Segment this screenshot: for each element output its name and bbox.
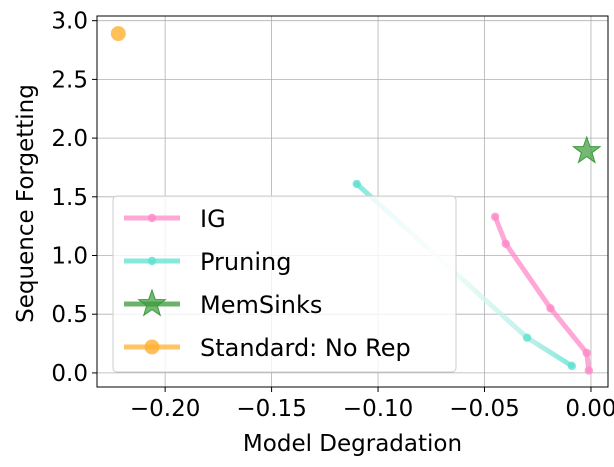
legend-label: IG — [200, 205, 226, 233]
y-tick-label: 0.0 — [51, 361, 88, 387]
legend-label: Standard: No Rep — [200, 334, 411, 362]
legend-item-memsinks: MemSinks — [124, 288, 322, 319]
legend-marker — [144, 339, 160, 355]
x-tick-label: −0.20 — [130, 396, 200, 422]
ig-point — [582, 348, 591, 358]
memsinks-point — [571, 135, 602, 164]
y-tick-label: 1.5 — [51, 185, 88, 211]
ticks: −0.20 −0.15 −0.10 −0.05 0.00 0.0 0.5 1.0 1.5 2.0 2… — [51, 9, 614, 422]
y-tick-label: 2.0 — [51, 126, 88, 152]
pruning-point — [352, 179, 361, 189]
pruning-point — [522, 333, 532, 342]
x-tick-label: 0.00 — [565, 396, 614, 422]
legend-label: MemSinks — [200, 291, 322, 319]
series-standard-no-rep — [110, 26, 126, 42]
legend-item-standard-no-rep: Standard: No Rep — [124, 334, 411, 362]
y-axis-label: Sequence Forgetting — [13, 84, 39, 323]
axes-frame — [96, 15, 609, 388]
series-memsinks — [571, 135, 602, 164]
y-tick-label: 2.5 — [51, 67, 88, 93]
x-tick-label: −0.15 — [236, 396, 306, 422]
legend-marker — [147, 256, 157, 266]
legend-marker — [137, 288, 167, 317]
ig-point — [546, 304, 555, 313]
x-tick-label: −0.10 — [343, 396, 413, 422]
legend-marker — [147, 213, 157, 223]
ig-point — [490, 212, 500, 221]
pruning-point — [567, 361, 577, 371]
standard-no-rep-point — [110, 26, 126, 42]
y-tick-label: 0.5 — [51, 302, 88, 328]
legend-box — [112, 195, 457, 373]
y-tick-label: 3.0 — [51, 9, 88, 35]
y-tick-label: 1.0 — [51, 244, 88, 270]
legend: IG Pruning MemSinks Standard: No Rep — [112, 195, 457, 373]
ig-point — [584, 366, 594, 375]
ig-point — [501, 239, 510, 248]
legend-item-ig: IG — [124, 205, 226, 233]
x-axis-label: Model Degradation — [243, 431, 462, 457]
series-ig — [490, 212, 594, 375]
legend-item-pruning: Pruning — [124, 248, 291, 276]
x-tick-label: −0.05 — [449, 396, 519, 422]
legend-label: Pruning — [200, 248, 291, 276]
